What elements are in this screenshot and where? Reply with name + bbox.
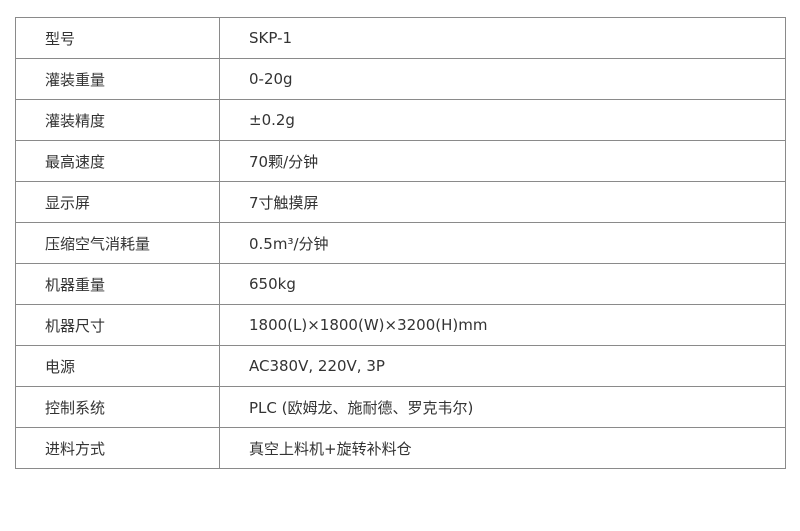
- table-row: 型号 SKP-1: [15, 17, 786, 59]
- spec-label: 灌装精度: [15, 99, 220, 141]
- spec-value: SKP-1: [219, 17, 786, 59]
- spec-value: 0-20g: [219, 58, 786, 100]
- table-row: 机器尺寸 1800(L)×1800(W)×3200(H)mm: [15, 304, 786, 346]
- table-row: 灌装精度 ±0.2g: [15, 99, 786, 141]
- table-row: 显示屏 7寸触摸屏: [15, 181, 786, 223]
- spec-value: PLC (欧姆龙、施耐德、罗克韦尔): [219, 386, 786, 428]
- spec-value: 70颗/分钟: [219, 140, 786, 182]
- spec-label: 灌装重量: [15, 58, 220, 100]
- spec-value: 7寸触摸屏: [219, 181, 786, 223]
- spec-value: 650kg: [219, 263, 786, 305]
- spec-label: 进料方式: [15, 427, 220, 469]
- spec-label: 控制系统: [15, 386, 220, 428]
- spec-value: 1800(L)×1800(W)×3200(H)mm: [219, 304, 786, 346]
- spec-value: 0.5m³/分钟: [219, 222, 786, 264]
- table-row: 压缩空气消耗量 0.5m³/分钟: [15, 222, 786, 264]
- table-row: 电源 AC380V, 220V, 3P: [15, 345, 786, 387]
- spec-value: AC380V, 220V, 3P: [219, 345, 786, 387]
- table-row: 最高速度 70颗/分钟: [15, 140, 786, 182]
- spec-table: 型号 SKP-1 灌装重量 0-20g 灌装精度 ±0.2g 最高速度 70颗/分钟 显示屏 7寸…: [15, 17, 786, 469]
- spec-label: 机器尺寸: [15, 304, 220, 346]
- table-row: 控制系统 PLC (欧姆龙、施耐德、罗克韦尔): [15, 386, 786, 428]
- spec-label: 显示屏: [15, 181, 220, 223]
- table-row: 进料方式 真空上料机+旋转补料仓: [15, 427, 786, 469]
- spec-label: 最高速度: [15, 140, 220, 182]
- spec-value: ±0.2g: [219, 99, 786, 141]
- table-row: 机器重量 650kg: [15, 263, 786, 305]
- spec-label: 压缩空气消耗量: [15, 222, 220, 264]
- spec-label: 机器重量: [15, 263, 220, 305]
- spec-label: 型号: [15, 17, 220, 59]
- spec-label: 电源: [15, 345, 220, 387]
- table-row: 灌装重量 0-20g: [15, 58, 786, 100]
- spec-value: 真空上料机+旋转补料仓: [219, 427, 786, 469]
